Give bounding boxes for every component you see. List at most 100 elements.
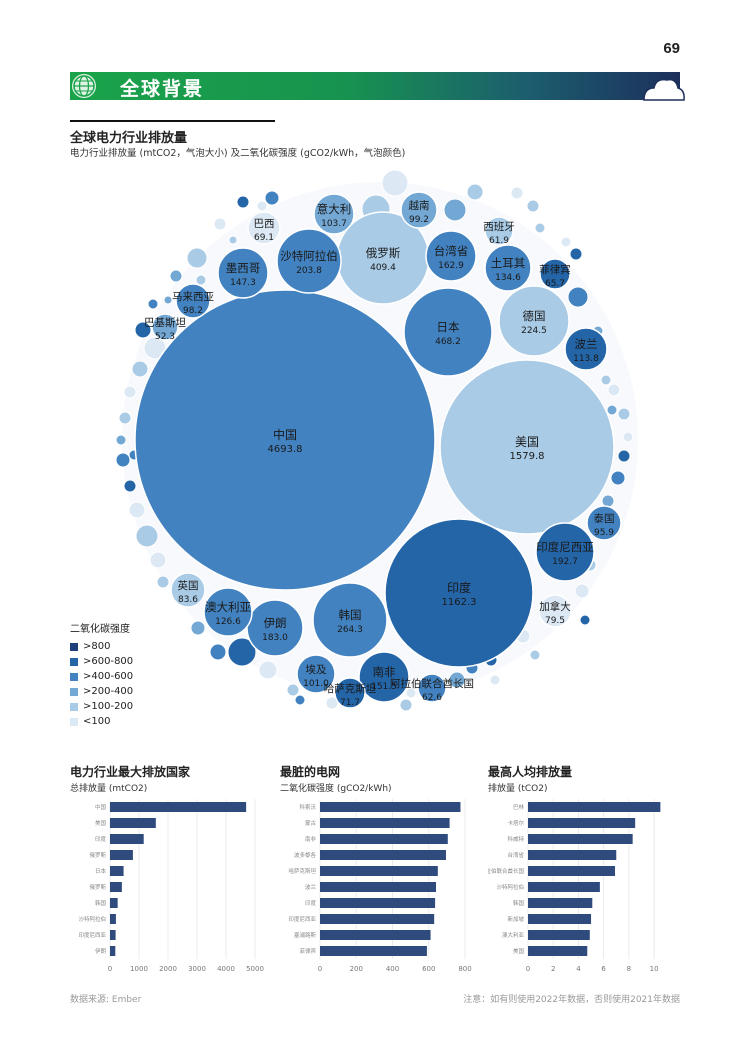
bubble-value: 65.7 bbox=[545, 279, 565, 289]
x-tick-label: 2000 bbox=[159, 965, 177, 973]
small-bubble bbox=[610, 470, 626, 486]
category-label: 台湾省 bbox=[507, 851, 524, 859]
bubble-20: 泰国 95.9 bbox=[586, 505, 622, 541]
bubble-circle bbox=[312, 582, 388, 658]
category-label: 沙特阿拉伯 bbox=[496, 883, 524, 891]
bubble-value: 151.5 bbox=[371, 682, 397, 692]
bubble-13: 土耳其 134.6 bbox=[484, 244, 532, 292]
bubble-label: 土耳其 bbox=[491, 256, 526, 270]
bar-chart-2-title: 最脏的电网 bbox=[280, 765, 341, 779]
bubble-22: 加拿大 79.5 bbox=[538, 594, 572, 628]
legend-label: >100-200 bbox=[83, 701, 134, 712]
legend-item: >800 bbox=[70, 639, 133, 654]
x-tick-label: 10 bbox=[650, 965, 659, 973]
bar bbox=[528, 898, 593, 908]
bar-chart-1-subtitle: 总排放量 (mtCO2) bbox=[70, 784, 148, 794]
category-label: 阿拉伯联合酋长国 bbox=[488, 867, 524, 875]
small-bubble bbox=[448, 671, 466, 689]
bar bbox=[320, 946, 427, 956]
bubble-circle bbox=[484, 244, 532, 292]
small-bubble bbox=[529, 649, 541, 661]
category-label: 科索沃 bbox=[299, 803, 316, 811]
bubble-label: 韩国 bbox=[339, 608, 362, 622]
bubble-value: 264.3 bbox=[337, 625, 363, 635]
category-label: 俄罗斯 bbox=[89, 851, 106, 859]
small-bubble bbox=[617, 407, 631, 421]
small-bubble bbox=[115, 452, 131, 468]
bubble-label: 澳大利亚 bbox=[205, 600, 251, 614]
legend-item: >600-800 bbox=[70, 654, 133, 669]
bubble-label: 伊朗 bbox=[264, 616, 287, 630]
bubble-value: 52.3 bbox=[155, 332, 175, 342]
bubble-2: 印度 1162.3 bbox=[384, 518, 534, 668]
small-bubble bbox=[128, 501, 146, 519]
bubble-value: 79.5 bbox=[545, 616, 565, 626]
small-bubble bbox=[466, 183, 484, 201]
bar bbox=[320, 930, 431, 940]
category-label: 沙特阿拉伯 bbox=[78, 915, 106, 923]
small-bubble bbox=[186, 247, 208, 269]
category-label: 菲律宾 bbox=[299, 947, 316, 955]
category-label: 巴林 bbox=[513, 803, 525, 811]
section-title: 全球背景 bbox=[120, 78, 205, 100]
bubble-chart-title: 全球电力行业排放量 bbox=[70, 131, 188, 146]
small-bubble bbox=[228, 235, 238, 245]
bubble-chart-subtitle: 电力行业排放量 (mtCO2，气泡大小) 及二氧化碳强度 (gCO2/kWh，气… bbox=[70, 148, 406, 159]
bubble-14: 澳大利亚 126.6 bbox=[203, 587, 253, 637]
legend-swatch bbox=[70, 702, 78, 711]
bubble-label: 英国 bbox=[178, 579, 199, 592]
bubble-25: 菲律宾 65.7 bbox=[539, 258, 571, 290]
bubble-label: 美国 bbox=[515, 435, 539, 449]
bar bbox=[320, 866, 438, 876]
bar bbox=[110, 882, 122, 892]
bubble-27: 西班牙 61.9 bbox=[483, 216, 515, 246]
bubble-label: 菲律宾 bbox=[539, 263, 571, 276]
legend-title: 二氧化碳强度 bbox=[70, 624, 130, 635]
bubble-value: 83.6 bbox=[178, 595, 198, 605]
x-tick-label: 4000 bbox=[217, 965, 235, 973]
small-bubble bbox=[405, 687, 417, 699]
small-bubble bbox=[601, 494, 615, 508]
bubble-value: 468.2 bbox=[435, 337, 461, 347]
small-bubble bbox=[134, 321, 152, 339]
bubble-label: 埃及 bbox=[306, 663, 327, 676]
footer-source: 数据来源: Ember bbox=[70, 995, 142, 1005]
small-bubble bbox=[574, 583, 590, 599]
bar-chart-1: 0 1000 2000 3000 4000 5000中国美国印度俄罗斯日本俄罗斯韩国沙特阿… bbox=[78, 799, 264, 973]
legend-label: >600-800 bbox=[83, 656, 134, 667]
small-bubble bbox=[163, 295, 173, 305]
bar bbox=[528, 866, 615, 876]
bubble-6: 德国 224.5 bbox=[498, 285, 570, 357]
bubble-chart: 中国 4693.8 美国 1579.8 印度 1162.3 日本 468.2 俄罗斯 409.4 韩… bbox=[115, 170, 633, 712]
legend-swatch bbox=[70, 657, 78, 666]
bubble-label: 西班牙 bbox=[483, 221, 515, 233]
bar bbox=[528, 930, 590, 940]
bubble-label: 马来西亚 bbox=[172, 291, 214, 303]
bubble-1: 美国 1579.8 bbox=[439, 359, 615, 535]
bar bbox=[110, 818, 156, 828]
small-bubble bbox=[399, 698, 413, 712]
bubble-18: 越南 99.2 bbox=[400, 191, 438, 229]
bubble-8: 印度尼西亚 192.7 bbox=[535, 522, 595, 582]
x-tick-label: 1000 bbox=[130, 965, 148, 973]
small-bubble bbox=[569, 247, 583, 261]
small-bubble bbox=[147, 298, 159, 310]
bubble-value: 71.7 bbox=[340, 698, 360, 708]
legend-item: >200-400 bbox=[70, 684, 133, 699]
bubble-label: 巴基斯坦 bbox=[144, 316, 186, 329]
bubble-circle bbox=[170, 572, 206, 608]
x-tick-label: 3000 bbox=[188, 965, 206, 973]
bubble-circle bbox=[539, 258, 571, 290]
bar bbox=[110, 834, 144, 844]
bar bbox=[110, 850, 133, 860]
legend-label: <100 bbox=[83, 716, 111, 727]
bubble-26: 阿拉伯联合酋长国 62.6 bbox=[390, 673, 474, 703]
x-tick-label: 0 bbox=[108, 965, 112, 973]
bubble-label: 南非 bbox=[373, 665, 396, 679]
bubble-circle bbox=[417, 673, 447, 703]
bar bbox=[528, 818, 636, 828]
category-label: 韩国 bbox=[95, 899, 107, 907]
small-bubble bbox=[209, 643, 227, 661]
small-bubble bbox=[510, 186, 524, 200]
bar bbox=[320, 818, 450, 828]
